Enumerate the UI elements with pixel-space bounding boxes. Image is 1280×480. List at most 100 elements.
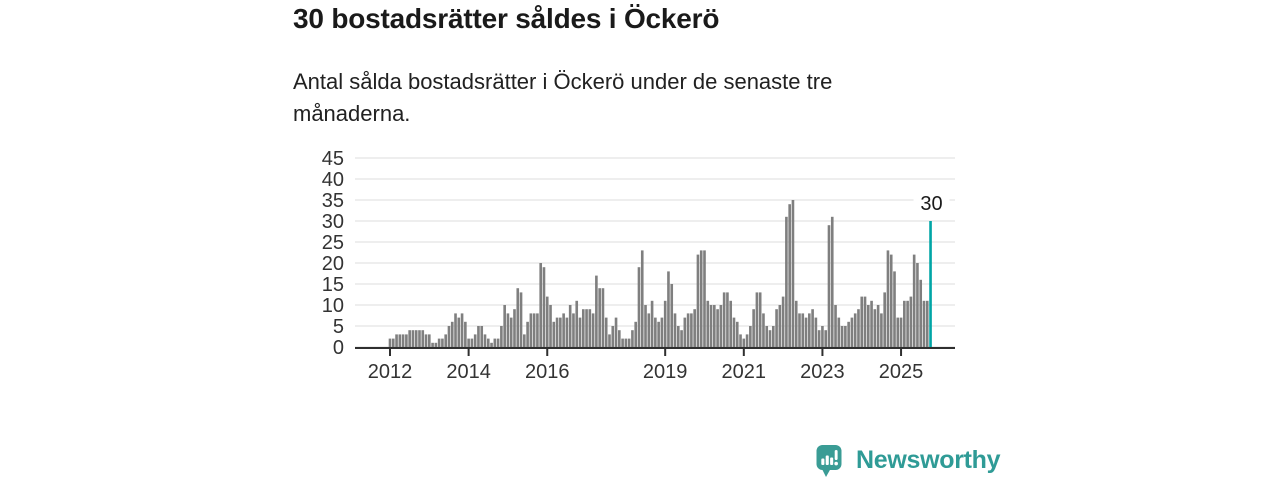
chart-title: 30 bostadsrätter såldes i Öckerö (293, 3, 720, 34)
bar (532, 313, 536, 347)
x-axis-tick-label: 2021 (722, 361, 767, 383)
bar (434, 342, 438, 347)
bar (735, 321, 739, 347)
bar (922, 300, 926, 347)
bar (716, 309, 719, 347)
bar (418, 330, 421, 347)
bar (706, 300, 710, 347)
bar (876, 305, 880, 347)
bar (709, 305, 713, 347)
bar (552, 321, 556, 347)
logo-bubble-tail (821, 468, 831, 477)
bar (817, 330, 821, 347)
bar (611, 326, 615, 347)
bar (627, 338, 631, 347)
bar (798, 313, 801, 347)
bar (441, 338, 444, 347)
bar (726, 292, 729, 347)
bar (853, 313, 857, 347)
y-axis-tick-label: 15 (322, 274, 344, 296)
bar (483, 334, 487, 347)
bar (696, 254, 700, 347)
bar (660, 317, 664, 347)
bar (834, 305, 837, 347)
bar (581, 309, 585, 347)
bar (830, 216, 834, 347)
logo-bubble (816, 445, 842, 470)
bar (794, 300, 798, 347)
bar (699, 250, 703, 347)
highlighted-bar (929, 221, 932, 347)
bar (480, 326, 484, 347)
bar (388, 338, 392, 347)
bar (821, 326, 824, 347)
y-axis-tick-label: 10 (322, 295, 344, 317)
bar (447, 326, 451, 347)
bar (555, 317, 559, 347)
chart-subtitle-line-1: Antal sålda bostadsrätter i Öckerö under… (293, 69, 833, 94)
bar (464, 321, 467, 347)
bar (883, 292, 886, 347)
bar (870, 300, 873, 347)
x-axis-tick-label: 2014 (446, 361, 491, 383)
bar (925, 300, 929, 347)
bar (880, 313, 883, 347)
bar (614, 317, 618, 347)
brand-text: Newsworthy (856, 446, 1001, 474)
bar (840, 326, 844, 347)
bar (624, 338, 628, 347)
y-axis-tick-label: 35 (322, 190, 344, 212)
bar (496, 338, 500, 347)
bar (886, 250, 890, 347)
bar (601, 288, 605, 347)
logo-bar-chart-glyph (821, 450, 838, 466)
bar (542, 267, 546, 347)
bar (676, 326, 680, 347)
bar (722, 292, 726, 347)
bar (850, 317, 854, 347)
x-axis-tick-label: 2023 (800, 361, 845, 383)
bar (860, 296, 864, 347)
bar (644, 305, 647, 347)
bar (467, 338, 470, 347)
bar (526, 321, 529, 347)
bar (771, 326, 775, 347)
bar (899, 317, 903, 347)
bar (634, 321, 638, 347)
bar (765, 326, 769, 347)
bar (529, 313, 533, 347)
y-axis-tick-label: 5 (333, 316, 344, 338)
bar (670, 284, 674, 347)
bar (873, 309, 877, 347)
annotation-halo (913, 193, 950, 214)
y-axis-tick-label: 20 (322, 253, 344, 275)
bar (513, 309, 516, 347)
bar (804, 317, 808, 347)
bar (444, 334, 448, 347)
x-axis-tick-label: 2012 (368, 361, 413, 383)
bar (919, 279, 923, 347)
bar (562, 313, 565, 347)
bar (421, 330, 425, 347)
bar (493, 338, 497, 347)
bar (788, 204, 791, 347)
bar (391, 338, 395, 347)
y-axis-tick-label: 25 (322, 232, 344, 254)
bar (781, 296, 785, 347)
bar (693, 309, 696, 347)
bar (454, 313, 457, 347)
annotation-value-label: 30 (920, 193, 942, 215)
bar (703, 250, 706, 347)
bar (732, 317, 736, 347)
bar (559, 317, 562, 347)
bar (680, 330, 683, 347)
bar (414, 330, 418, 347)
bar (516, 288, 520, 347)
bar (473, 334, 477, 347)
bar (713, 305, 716, 347)
bar (631, 330, 634, 347)
bar (408, 330, 411, 347)
bar (863, 296, 867, 347)
bar (500, 326, 503, 347)
